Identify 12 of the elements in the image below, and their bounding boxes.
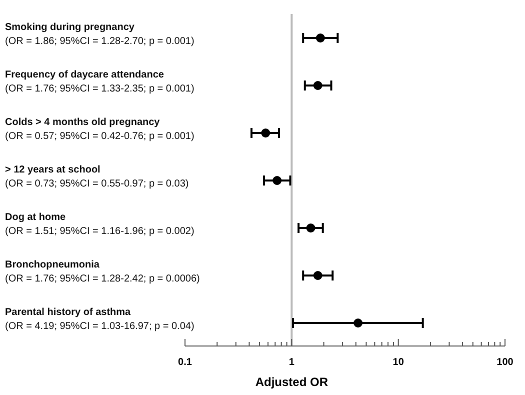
y-tick-label: Frequency of daycare attendance (OR = 1.76; 95%CI = 1.33-2.35; p = 0.001)	[5, 70, 194, 94]
x-tick-label: 10	[392, 357, 404, 368]
y-tick-label: Smoking during pregnancy (OR = 1.86; 95%CI = 1.28-2.70; p = 0.001)	[5, 22, 194, 47]
x-tick-label: 0.1	[178, 357, 192, 368]
y-tick-label: Colds > 4 months old pregnancy (OR = 0.57; 95%CI = 0.42-0.76; p = 0.001)	[5, 117, 194, 142]
y-tick-label: Bronchopneumonia (OR = 1.76; 95%CI = 1.28-2.42; p = 0.0006)	[5, 260, 200, 284]
x-axis-title: Adjusted OR	[255, 375, 328, 389]
x-tick-label: 100	[496, 357, 514, 368]
y-tick-label: Parental history of asthma (OR = 4.19; 95%CI = 1.03-16.97; p = 0.04)	[5, 307, 194, 332]
y-tick-label: Dog at home (OR = 1.51; 95%CI = 1.16-1.96; p = 0.002)	[5, 212, 194, 237]
y-tick-label: > 12 years at school (OR = 0.73; 95%CI = 0.55-0.97; p = 0.03)	[5, 164, 189, 190]
x-tick-label: 1	[288, 357, 295, 368]
